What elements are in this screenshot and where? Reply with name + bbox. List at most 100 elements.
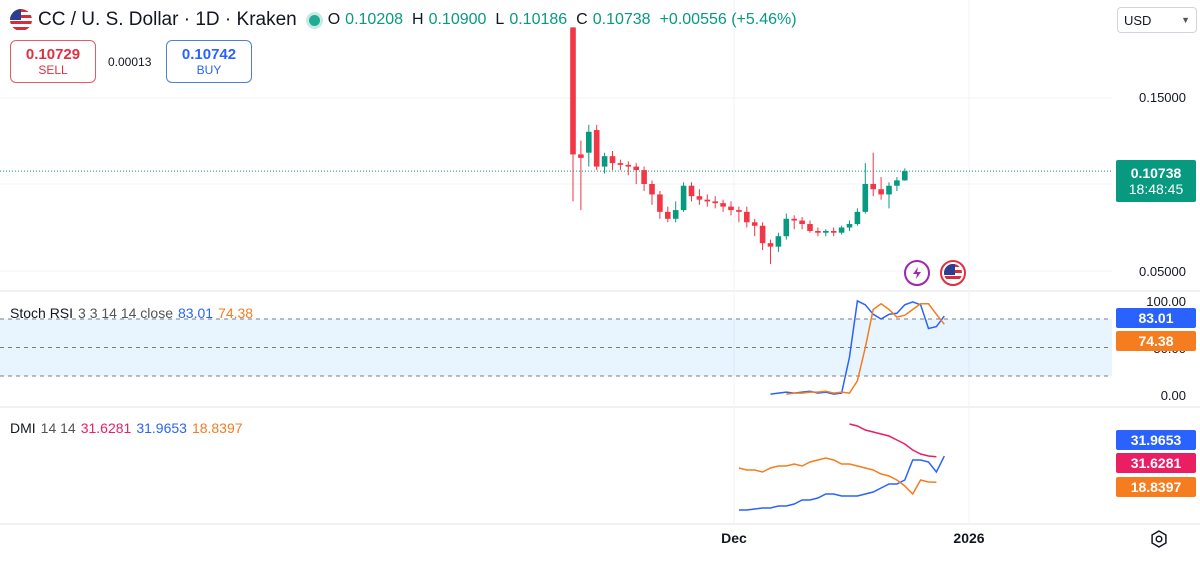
grid [0, 0, 1200, 525]
us-flag-icon [944, 264, 962, 282]
flash-icon[interactable] [904, 260, 930, 286]
change-value: +0.00556 (+5.46%) [659, 11, 797, 28]
sell-button[interactable]: 0.10729 SELL [10, 40, 96, 83]
currency-select[interactable]: USD ▼ [1117, 7, 1197, 33]
last-price-label: 0.10738 18:48:45 [1116, 160, 1196, 202]
candle-body [815, 230, 821, 233]
gear-icon[interactable] [1150, 530, 1168, 553]
candle-body [696, 196, 703, 200]
candle-body [688, 185, 695, 197]
candle-body [641, 170, 647, 184]
minus-di-value: 18.8397 [191, 420, 243, 436]
exchange: Kraken [236, 9, 297, 30]
d-value: 74.38 [218, 305, 254, 321]
candle-body [578, 154, 584, 158]
us-flag-icon [10, 9, 32, 31]
plus-di-tag: 31.9653 [1116, 430, 1196, 450]
close-value: 0.10738 [592, 11, 651, 28]
candle-body [886, 185, 892, 195]
candle-body [680, 185, 687, 211]
us-flag-event-icon[interactable] [940, 260, 966, 286]
candle-body [759, 225, 766, 244]
candle-body [854, 211, 861, 225]
buy-price: 0.10742 [181, 46, 237, 63]
indicator-params: 3 3 14 14 close [78, 305, 173, 321]
candle-body [870, 184, 876, 190]
separator: / [70, 9, 77, 30]
dmi-adx-line [849, 423, 937, 458]
buy-button[interactable]: 0.10742 BUY [166, 40, 252, 83]
symbol-name: CC [38, 9, 66, 30]
flash-glyph [913, 267, 921, 279]
time-tick: Dec [721, 530, 747, 546]
candle-body [617, 163, 624, 165]
buy-label: BUY [196, 63, 222, 77]
k-value: 83.01 [178, 305, 214, 321]
candle-body [657, 194, 663, 212]
candle-body [704, 199, 711, 202]
plus-di-value: 31.9653 [136, 420, 187, 436]
indicator-name: Stoch RSI [10, 305, 74, 321]
candle-body [586, 131, 592, 153]
candlestick-series [0, 27, 1112, 265]
candle-body [744, 211, 750, 223]
dmi-legend[interactable]: DMI 14 14 31.6281 31.9653 18.8397 [10, 420, 243, 436]
last-price: 0.10738 [1130, 165, 1182, 181]
dmi-plusminus-di-line [738, 455, 945, 511]
candle-body [823, 230, 829, 233]
candle-body [633, 166, 639, 171]
candle-body [775, 236, 782, 247]
candle-body [720, 203, 726, 207]
high-label: H [412, 11, 424, 28]
low-label: L [495, 11, 505, 28]
symbol-header[interactable]: CC / U. S. Dollar · 1D · Kraken O 0.10208… [10, 8, 801, 32]
candle-body [649, 184, 655, 195]
separator: · [224, 9, 232, 30]
quote-currency: U. S. Dollar [81, 9, 179, 30]
separator: · [183, 9, 191, 30]
low-value: 0.10186 [509, 11, 568, 28]
sell-price: 0.10729 [25, 46, 81, 63]
stoch-rsi-pane [0, 299, 1112, 395]
k-value-tag: 83.01 [1116, 308, 1196, 328]
minus-di-tag: 18.8397 [1116, 477, 1196, 497]
candle-body [609, 156, 616, 164]
sell-label: SELL [38, 63, 68, 77]
stoch-rsi-legend[interactable]: Stoch RSI 3 3 14 14 close 83.01 74.38 [10, 305, 253, 321]
dmi-pane [738, 423, 945, 511]
candle-body [665, 211, 671, 219]
candle-body [601, 156, 608, 167]
open-label: O [327, 11, 341, 28]
candle-body [783, 218, 790, 237]
d-value-tag: 74.38 [1116, 331, 1196, 351]
candle-body [878, 189, 884, 195]
candle-body [593, 130, 600, 167]
candle-body [767, 243, 774, 247]
candle-body [862, 184, 869, 212]
open-value: 0.10208 [345, 11, 404, 28]
candle-body [736, 210, 742, 212]
candle-body [799, 220, 805, 225]
gear-glyph [1151, 530, 1167, 548]
candle-body [672, 210, 679, 219]
time-tick: 2026 [953, 530, 985, 546]
chevron-down-icon: ▼ [1181, 15, 1190, 25]
market-status-icon [308, 14, 320, 26]
candle-body [846, 224, 853, 228]
stoch-tick: 100.00 [1146, 294, 1186, 309]
adx-value: 31.6281 [80, 420, 132, 436]
candle-body [894, 180, 900, 186]
candle-body [807, 224, 813, 231]
indicator-params: 14 14 [40, 420, 76, 436]
adx-tag: 31.6281 [1116, 453, 1196, 473]
spread-value: 0.00013 [108, 55, 152, 69]
candle-body [751, 222, 758, 226]
interval: 1D [195, 9, 220, 30]
candle-body [902, 171, 908, 181]
currency-label: USD [1124, 12, 1152, 28]
high-value: 0.10900 [428, 11, 487, 28]
price-tick: 0.05000 [1139, 264, 1186, 279]
candle-body [625, 164, 632, 167]
stoch-d-line [786, 302, 945, 395]
